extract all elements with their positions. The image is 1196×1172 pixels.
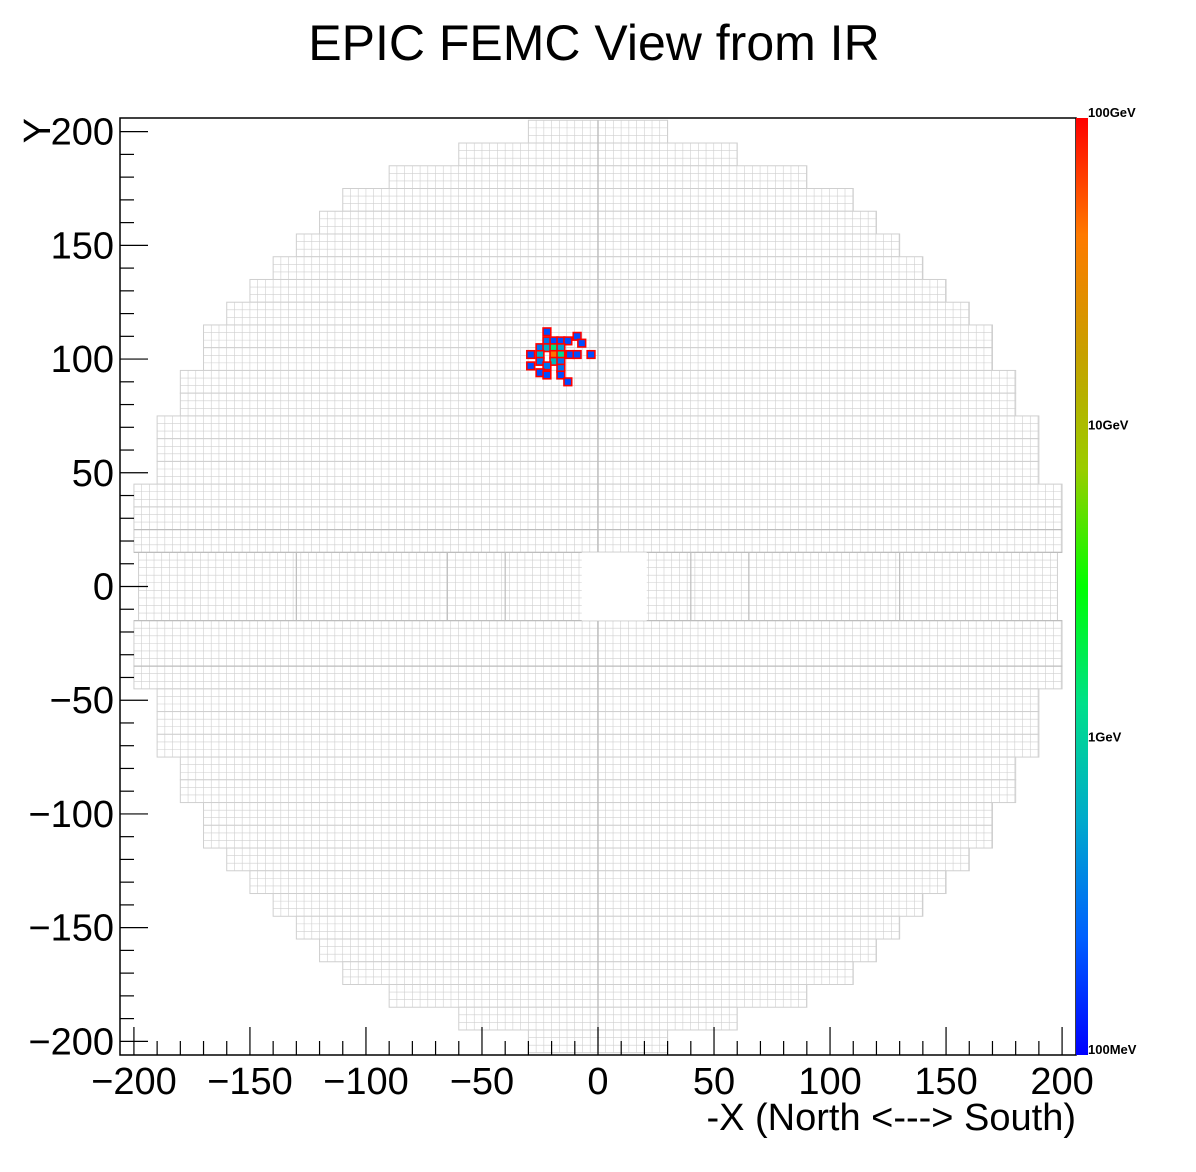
y-tick-label: −200 xyxy=(28,1021,114,1063)
chart-title: EPIC FEMC View from IR xyxy=(308,15,879,71)
y-tick-label: 0 xyxy=(93,567,114,609)
y-tick-label: −150 xyxy=(28,908,114,950)
y-axis: −200 −150 −100 −50 0 50 100 150 200 xyxy=(28,112,148,1063)
x-tick-label: −150 xyxy=(207,1061,293,1103)
detector-grid xyxy=(133,119,1063,1054)
x-tick-label: 150 xyxy=(914,1061,977,1103)
x-tick-label: 50 xyxy=(693,1061,735,1103)
hit-cell xyxy=(542,327,552,337)
energy-hits xyxy=(526,327,596,387)
y-tick-label: −100 xyxy=(28,794,114,836)
color-scale-label: 1GeV xyxy=(1088,730,1122,745)
y-tick-label: 200 xyxy=(51,112,114,154)
y-tick-label: 150 xyxy=(51,225,114,267)
hit-cell xyxy=(556,370,566,380)
color-scale-labels: 100GeV 10GeV 1GeV 100MeV xyxy=(1088,105,1137,1057)
x-tick-label: −100 xyxy=(323,1061,409,1103)
beam-hole xyxy=(581,552,647,621)
y-tick-label: 50 xyxy=(72,453,114,495)
hit-cell xyxy=(572,349,582,360)
x-tick-label: −50 xyxy=(450,1061,514,1103)
hit-cell xyxy=(563,377,573,387)
color-scale-bar xyxy=(1076,118,1088,1055)
hit-cell xyxy=(542,370,552,380)
x-tick-label: 0 xyxy=(587,1061,608,1103)
x-axis-label: -X (North <---> South) xyxy=(706,1097,1076,1139)
hit-cell xyxy=(526,361,536,371)
color-scale-label: 100MeV xyxy=(1088,1042,1137,1057)
x-tick-label: 100 xyxy=(798,1061,861,1103)
color-scale-label: 100GeV xyxy=(1088,105,1136,120)
y-tick-label: −50 xyxy=(50,680,114,722)
hit-cell xyxy=(586,349,596,360)
y-axis-label: Y xyxy=(17,118,59,143)
x-tick-label: 200 xyxy=(1030,1061,1093,1103)
hit-cell xyxy=(542,361,552,371)
color-scale-label: 10GeV xyxy=(1088,417,1129,432)
hit-cell xyxy=(577,338,587,348)
x-axis: −200 −150 −100 −50 0 50 100 150 200 xyxy=(91,1027,1094,1103)
hit-cell xyxy=(563,336,573,346)
y-tick-label: 100 xyxy=(51,339,114,381)
hit-cell xyxy=(526,349,536,360)
x-tick-label: −200 xyxy=(91,1061,177,1103)
